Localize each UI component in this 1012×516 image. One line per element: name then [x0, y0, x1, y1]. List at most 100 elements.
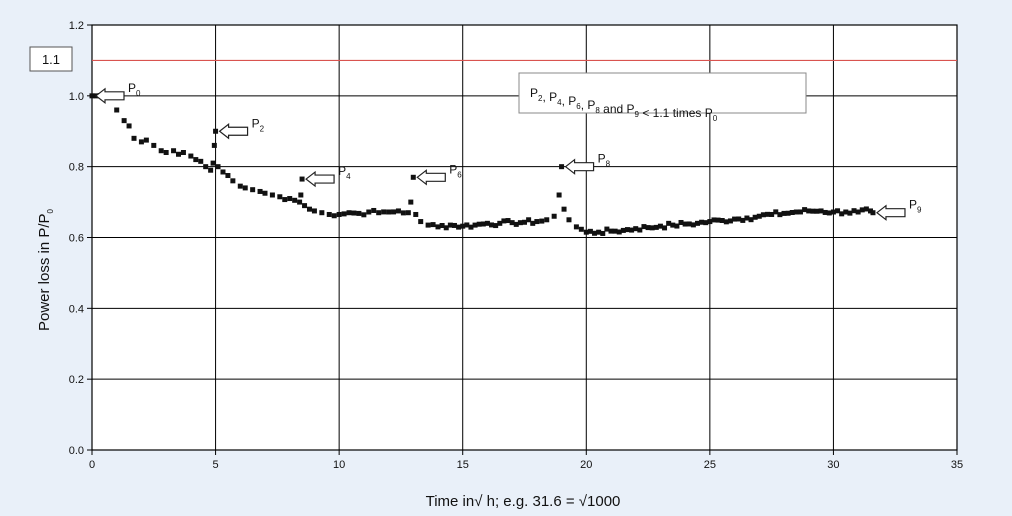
data-point: [326, 211, 332, 217]
callout-subscript: 9: [917, 206, 922, 215]
callout-label-8: P8: [598, 152, 611, 169]
note-text-part: , P: [581, 98, 596, 112]
x-tick-label: 10: [333, 459, 345, 471]
data-point: [311, 208, 317, 214]
data-point: [559, 164, 565, 170]
annotation-text: P2, P4, P6, P8 and P9 < 1.1 times P0: [530, 86, 718, 123]
data-point: [210, 160, 216, 166]
data-point: [624, 227, 630, 233]
callout-label-0: P0: [128, 81, 141, 98]
data-point: [171, 148, 177, 154]
callout-letter: P: [598, 152, 606, 166]
data-point: [666, 220, 672, 226]
data-point: [756, 213, 762, 219]
data-point: [480, 221, 486, 227]
data-point: [451, 222, 457, 228]
data-point: [551, 213, 557, 219]
note-subscript: 9: [635, 110, 640, 119]
x-tick-label: 5: [213, 459, 219, 471]
data-point: [715, 217, 721, 223]
data-point: [526, 217, 532, 223]
data-point: [573, 224, 579, 230]
data-point: [188, 153, 194, 159]
x-axis-label: Time in√ h; e.g. 31.6 = √1000: [426, 493, 621, 510]
data-point: [493, 223, 499, 229]
data-point: [682, 221, 688, 227]
data-point: [262, 190, 268, 196]
data-point: [678, 219, 684, 225]
callout-subscript: 4: [346, 172, 351, 181]
callout-letter: P: [338, 164, 346, 178]
data-point: [785, 210, 791, 216]
data-point: [748, 217, 754, 223]
x-tick-label: 25: [704, 459, 716, 471]
data-point: [863, 206, 869, 212]
data-point: [592, 230, 598, 236]
reference-line-label: 1.1: [29, 46, 73, 72]
data-point: [114, 107, 120, 113]
data-point: [208, 167, 214, 173]
callout-subscript: 6: [457, 170, 462, 179]
data-point: [561, 206, 567, 212]
data-point: [213, 128, 219, 134]
data-point: [604, 226, 610, 232]
data-point: [711, 217, 717, 223]
x-tick-label: 35: [951, 459, 963, 471]
data-point: [699, 219, 705, 225]
data-point: [341, 211, 347, 217]
data-point: [818, 208, 824, 214]
tick-labels: 0 5 10 15 20 25 30 350.00.20.40.60.81.01.2: [69, 20, 963, 471]
data-point: [158, 148, 164, 154]
data-point: [405, 210, 411, 216]
data-point: [765, 211, 771, 217]
data-point: [443, 225, 449, 231]
callout-subscript: 2: [260, 124, 265, 133]
data-point: [366, 209, 372, 215]
data-point: [198, 158, 204, 164]
data-point: [719, 218, 725, 223]
data-point: [703, 220, 709, 226]
data-point: [484, 220, 490, 226]
callout-subscript: 0: [136, 89, 141, 98]
data-point: [797, 209, 803, 215]
callout-label-6: P6: [449, 162, 462, 179]
data-point: [732, 216, 738, 222]
y-axis-label-sub: 0: [46, 208, 55, 213]
data-point: [472, 222, 478, 228]
data-point: [723, 219, 729, 225]
data-point: [695, 220, 700, 226]
x-tick-label: 15: [457, 459, 469, 471]
data-point: [641, 224, 647, 230]
callout-subscript: 8: [606, 160, 611, 169]
data-point: [371, 207, 377, 213]
data-point: [250, 187, 256, 193]
arrow-icon: [95, 87, 125, 105]
data-point: [608, 228, 614, 234]
data-point: [505, 218, 511, 224]
data-point: [163, 150, 169, 155]
data-point: [468, 224, 474, 230]
note-subscript: 2: [538, 94, 543, 103]
callout-letter: P: [449, 162, 457, 176]
data-point: [391, 209, 397, 215]
arrow-icon: [305, 170, 335, 188]
data-point: [612, 228, 618, 234]
data-point: [653, 224, 659, 230]
data-point: [578, 226, 584, 232]
callout-label-4: P4: [338, 164, 351, 181]
data-point: [539, 218, 545, 224]
data-point: [435, 224, 441, 230]
data-point: [143, 137, 149, 143]
data-points: [89, 93, 876, 236]
callout-arrow-6: P6: [416, 162, 462, 186]
data-point: [847, 210, 853, 216]
data-point: [645, 225, 651, 231]
data-point: [727, 218, 733, 224]
y-tick-label: 0.0: [69, 445, 84, 457]
note-text-part: , P: [542, 90, 557, 104]
data-point: [126, 123, 132, 129]
data-point: [517, 220, 523, 226]
data-point: [447, 222, 453, 228]
data-point: [346, 210, 352, 216]
